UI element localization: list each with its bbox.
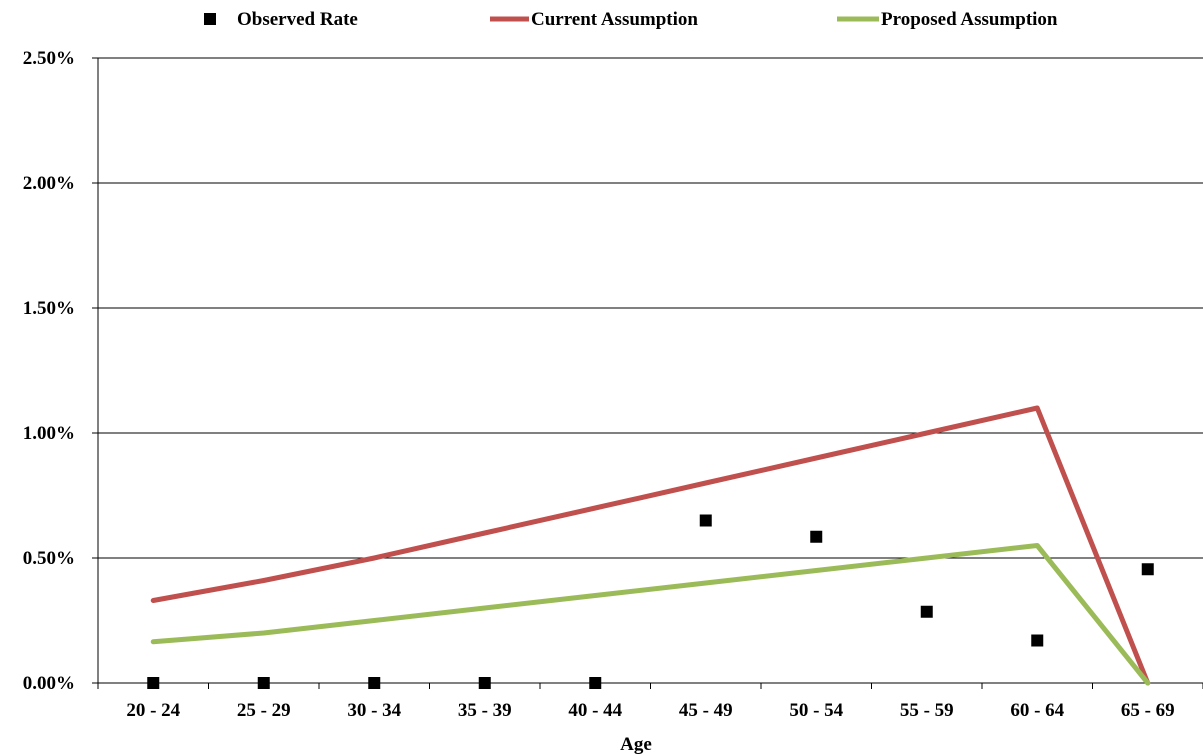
x-tick-label: 45 - 49	[679, 700, 733, 721]
x-tick-label: 35 - 39	[458, 700, 512, 721]
x-tick-label: 50 - 54	[789, 700, 843, 721]
observed-rate-point	[368, 677, 381, 689]
observed-rate-point	[810, 530, 823, 543]
x-tick-label: 40 - 44	[568, 700, 622, 721]
x-tick-label: 25 - 29	[237, 700, 291, 721]
observed-rate-point	[478, 677, 491, 689]
y-tick-label: 2.00%	[23, 173, 75, 194]
y-tick-label: 1.00%	[23, 423, 75, 444]
observed-rate-point	[257, 677, 270, 689]
legend-label-proposed-assumption: Proposed Assumption	[881, 9, 1058, 30]
legend: Observed Rate Current Assumption Proposed …	[204, 9, 1058, 30]
x-tick-label: 65 - 69	[1121, 700, 1175, 721]
x-tick-label: 20 - 24	[126, 700, 180, 721]
observed-rate-point	[699, 514, 712, 527]
observed-rate-point	[1141, 563, 1154, 576]
x-tick-label: 55 - 59	[900, 700, 954, 721]
current-assumption-line	[150, 405, 1151, 686]
x-axis-ticks: 20 - 24 25 - 29 30 - 34 35 - 39 40 - 44 45 - …	[97, 683, 1203, 721]
x-axis-title: Age	[620, 734, 652, 755]
series-layer	[147, 405, 1154, 689]
legend-marker-observed-rate	[204, 13, 216, 25]
legend-label-observed-rate: Observed Rate	[237, 9, 358, 30]
observed-rate-point	[589, 677, 602, 689]
y-tick-label: 2.50%	[23, 48, 75, 69]
y-tick-label: 0.00%	[23, 673, 75, 694]
y-tick-label: 0.50%	[23, 548, 75, 569]
proposed-assumption-line	[150, 543, 1151, 686]
observed-rate-point	[1031, 634, 1044, 647]
legend-label-current-assumption: Current Assumption	[531, 9, 698, 30]
x-tick-label: 60 - 64	[1010, 700, 1064, 721]
observed-rate-point	[920, 605, 933, 618]
y-tick-label: 1.50%	[23, 298, 75, 319]
observed-rate-point	[147, 677, 160, 689]
y-axis-ticks: 0.00% 0.50% 1.00% 1.50% 2.00% 2.50%	[23, 48, 98, 694]
x-tick-label: 30 - 34	[347, 700, 401, 721]
